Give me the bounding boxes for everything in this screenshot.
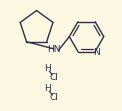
Text: H: H bbox=[44, 64, 51, 73]
Text: HN: HN bbox=[48, 45, 61, 55]
Text: Cl: Cl bbox=[50, 93, 59, 102]
Text: Cl: Cl bbox=[50, 73, 59, 82]
Text: H: H bbox=[44, 84, 51, 93]
Text: N: N bbox=[93, 48, 100, 57]
